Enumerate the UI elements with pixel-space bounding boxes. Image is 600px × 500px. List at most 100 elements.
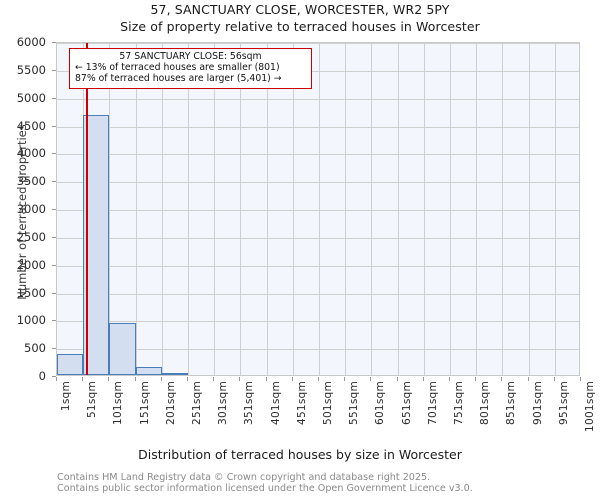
gridline-vertical — [188, 43, 189, 375]
y-tick-label: 6000 — [16, 35, 46, 49]
annotation-line-3: 87% of terraced houses are larger (5,401… — [75, 73, 282, 85]
x-tick-label: 401sqm — [269, 381, 282, 425]
x-tick-label: 301sqm — [217, 381, 230, 425]
x-tick-label: 451sqm — [295, 381, 308, 425]
x-tick-label: 751sqm — [453, 381, 465, 425]
x-tick-label: 101sqm — [112, 381, 125, 425]
y-tick-label: 1000 — [16, 313, 46, 328]
gridline-vertical — [424, 43, 425, 375]
y-tick-label: 3000 — [16, 202, 46, 216]
x-tick-label: 51sqm — [86, 381, 99, 419]
y-tick-mark — [52, 70, 56, 71]
x-tick-mark — [423, 377, 424, 381]
x-tick-label: 151sqm — [138, 381, 151, 425]
y-tick-label: 500 — [24, 341, 46, 356]
x-tick-label: 1001sqm — [584, 381, 596, 432]
gridline-horizontal — [57, 182, 579, 183]
x-tick-label: 501sqm — [322, 381, 334, 425]
page-title: 57, SANCTUARY CLOSE, WORCESTER, WR2 5PY — [150, 2, 450, 17]
gridlines — [57, 43, 579, 375]
x-tick-mark — [397, 377, 398, 381]
gridline-vertical — [450, 43, 451, 375]
x-tick-mark — [56, 377, 57, 381]
y-tick-mark — [52, 376, 56, 377]
y-tick-label: 1500 — [16, 285, 46, 300]
gridline-vertical — [319, 43, 320, 375]
gridline-horizontal — [57, 154, 579, 155]
histogram-bar — [161, 373, 188, 375]
x-tick-mark — [528, 377, 529, 381]
x-tick-label: 951sqm — [557, 381, 570, 425]
x-tick-mark — [475, 377, 476, 381]
annotation-box: 57 SANCTUARY CLOSE: 56sqm ← 13% of terra… — [69, 48, 312, 89]
x-tick-label: 851sqm — [505, 381, 518, 425]
gridline-horizontal — [57, 294, 579, 295]
x-tick-label: 351sqm — [243, 381, 256, 425]
x-tick-mark — [266, 377, 267, 381]
y-tick-label: 2000 — [16, 257, 46, 272]
histogram-bar — [57, 353, 84, 375]
gridline-horizontal — [57, 43, 579, 44]
gridline-vertical — [529, 43, 530, 375]
y-tick-label: 4500 — [16, 118, 46, 133]
x-tick-mark — [370, 377, 371, 381]
y-tick-label: 5000 — [16, 90, 46, 105]
x-tick-mark — [318, 377, 319, 381]
x-tick-mark — [344, 377, 345, 381]
y-tick-mark — [52, 237, 56, 238]
gridline-vertical — [476, 43, 477, 375]
gridline-vertical — [371, 43, 372, 375]
x-tick-label: 1sqm — [60, 381, 72, 412]
x-tick-label: 551sqm — [348, 381, 361, 425]
gridline-vertical — [345, 43, 346, 375]
x-tick-mark — [108, 377, 109, 381]
gridline-vertical — [293, 43, 294, 375]
footer-line-2: Contains public sector information licen… — [57, 483, 473, 495]
x-tick-label: 251sqm — [191, 381, 203, 425]
y-tick-mark — [52, 320, 56, 321]
y-tick-mark — [52, 265, 56, 266]
gridline-horizontal — [57, 349, 579, 350]
y-tick-label: 2500 — [16, 229, 46, 244]
x-tick-label: 651sqm — [400, 381, 413, 425]
gridline-horizontal — [57, 127, 579, 128]
y-tick-label: 3500 — [16, 174, 46, 189]
histogram-bar — [135, 366, 162, 375]
gridline-horizontal — [57, 238, 579, 239]
x-tick-mark — [554, 377, 555, 381]
gridline-vertical — [109, 43, 110, 375]
gridline-horizontal — [57, 266, 579, 267]
x-tick-mark — [135, 377, 136, 381]
y-tick-mark — [52, 293, 56, 294]
y-tick-label: 5500 — [16, 62, 46, 77]
x-tick-label: 201sqm — [164, 381, 177, 425]
x-axis-title: Distribution of terraced houses by size … — [138, 447, 462, 462]
x-tick-mark — [449, 377, 450, 381]
x-tick-label: 801sqm — [479, 381, 492, 425]
histogram-bars — [57, 43, 579, 375]
annotation-line-1: 57 SANCTUARY CLOSE: 56sqm — [119, 51, 262, 62]
gridline-vertical — [162, 43, 163, 375]
y-tick-mark — [52, 209, 56, 210]
y-tick-mark — [52, 348, 56, 349]
x-tick-mark — [213, 377, 214, 381]
property-marker-line — [86, 43, 88, 375]
gridline-vertical — [240, 43, 241, 375]
y-axis-title: Number of terraced properties — [15, 124, 29, 300]
gridline-vertical — [267, 43, 268, 375]
plot-area — [56, 42, 580, 376]
footer-line-1: Contains HM Land Registry data © Crown c… — [57, 472, 431, 483]
gridline-vertical — [214, 43, 215, 375]
gridline-horizontal — [57, 210, 579, 211]
x-tick-mark — [501, 377, 502, 381]
histogram-bar — [109, 322, 136, 375]
gridline-horizontal — [57, 99, 579, 100]
y-tick-label: 4000 — [16, 146, 46, 161]
y-tick-mark — [52, 153, 56, 154]
y-axis: 0 500 1000 1500 2000 2500 3000 3500 4000 4500 5000… — [0, 35, 56, 383]
annotation-line-2: ← 13% of terraced houses are smaller (80… — [75, 62, 280, 74]
y-tick-label: 0 — [38, 369, 46, 383]
y-tick-mark — [52, 126, 56, 127]
x-tick-label: 601sqm — [374, 381, 387, 425]
